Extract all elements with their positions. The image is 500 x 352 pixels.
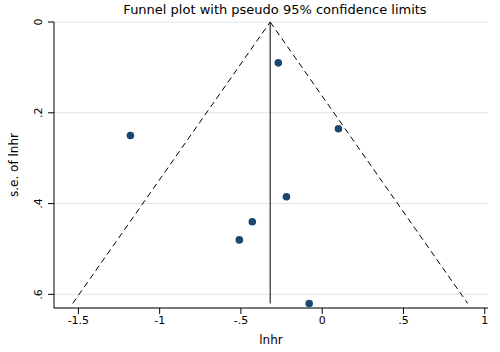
svg-text:0: 0 xyxy=(319,314,326,327)
svg-text:.2: .2 xyxy=(32,108,45,119)
svg-text:.6: .6 xyxy=(32,289,45,300)
svg-text:-1: -1 xyxy=(154,314,165,327)
svg-text:.4: .4 xyxy=(32,198,45,209)
html-text:Funnel plot with pseudo 95% co: Funnel plot with pseudo 95% confidence l… xyxy=(123,2,427,17)
svg-text:s.e. of lnhr: s.e. of lnhr xyxy=(8,133,21,197)
svg-text:.5: .5 xyxy=(398,314,409,327)
svg-text:-.5: -.5 xyxy=(234,314,248,327)
svg-text:lnhr: lnhr xyxy=(259,333,283,347)
svg-text:1: 1 xyxy=(481,314,488,327)
svg-text:0: 0 xyxy=(32,19,45,26)
svg-text:-1.5: -1.5 xyxy=(68,314,89,327)
